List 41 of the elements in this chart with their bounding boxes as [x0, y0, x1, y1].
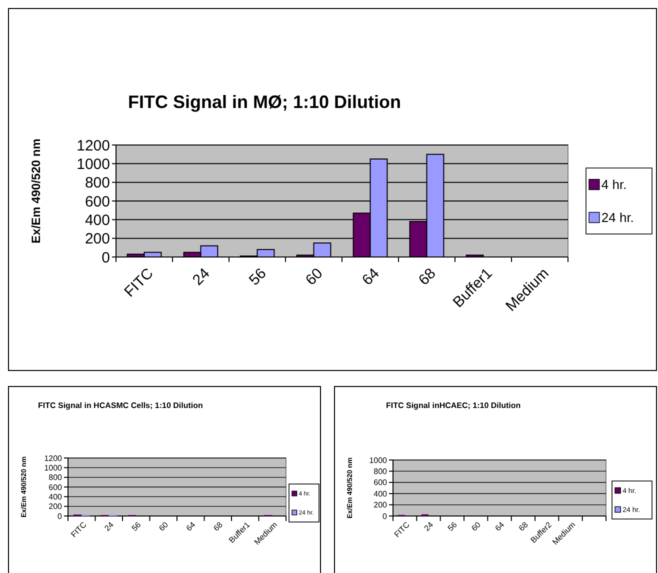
- x-tick-label: 60: [302, 265, 326, 289]
- y-tick-label: 200: [374, 500, 388, 510]
- x-tick-label: 60: [470, 520, 483, 533]
- y-tick-label: 200: [48, 502, 63, 512]
- y-tick-label: 1000: [369, 456, 388, 465]
- y-axis-title: Ex/Em 490/520 nm: [29, 138, 43, 244]
- x-tick-label: 56: [246, 265, 270, 289]
- y-tick-label: 400: [48, 492, 63, 502]
- y-tick-label: 200: [84, 230, 110, 248]
- x-tick-label: 24: [102, 520, 116, 533]
- y-tick-label: 800: [84, 174, 110, 192]
- x-tick-label: 68: [517, 520, 530, 533]
- x-tick-label: 56: [130, 520, 144, 533]
- y-tick-label: 1200: [76, 137, 110, 154]
- chart-title: FITC Signal in MØ; 1:10 Dilution: [128, 92, 401, 112]
- y-tick-label: 600: [84, 193, 110, 210]
- x-tick-label: 68: [415, 265, 440, 289]
- y-tick-label: 0: [382, 512, 388, 521]
- x-tick-label: 68: [212, 520, 225, 533]
- y-tick-label: 400: [374, 489, 388, 498]
- x-tick-label: 24: [422, 520, 436, 533]
- y-tick-label: 1000: [76, 156, 110, 173]
- chart-title: FITC Signal inHCAEC; 1:10 Dilution: [386, 401, 521, 410]
- x-tick-label: 24: [189, 265, 214, 289]
- y-tick-label: 0: [102, 249, 110, 266]
- x-tick-label: 60: [157, 520, 170, 533]
- x-tick-label: 64: [184, 520, 198, 533]
- y-tick-label: 0: [58, 512, 63, 521]
- legend-label: 24 hr.: [601, 210, 634, 226]
- chart-title: FITC Signal in HCASMC Cells; 1:10 Dilution: [38, 401, 204, 410]
- x-tick-label: 64: [358, 265, 383, 289]
- y-tick-label: 600: [48, 482, 63, 492]
- y-tick-label: 600: [374, 478, 388, 488]
- y-tick-label: 1000: [44, 463, 63, 472]
- y-tick-label: 400: [84, 212, 110, 229]
- x-tick-label: 64: [493, 520, 506, 533]
- y-tick-label: 800: [374, 467, 388, 476]
- x-tick-label: 56: [446, 520, 460, 533]
- y-tick-label: 800: [48, 473, 63, 482]
- legend-label: 4 hr.: [601, 177, 627, 192]
- y-tick-label: 1200: [44, 454, 63, 463]
